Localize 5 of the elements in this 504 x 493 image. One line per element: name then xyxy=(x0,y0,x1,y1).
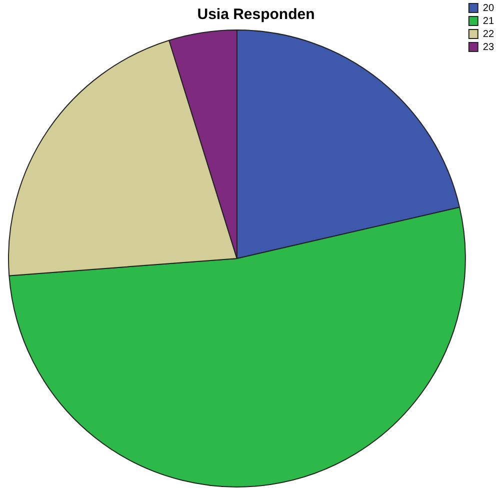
chart-title: Usia Responden xyxy=(197,6,315,24)
legend-label: 21 xyxy=(482,16,494,27)
legend-label: 22 xyxy=(482,28,494,40)
legend-label: 20 xyxy=(482,2,494,14)
legend-label: 23 xyxy=(482,42,494,53)
